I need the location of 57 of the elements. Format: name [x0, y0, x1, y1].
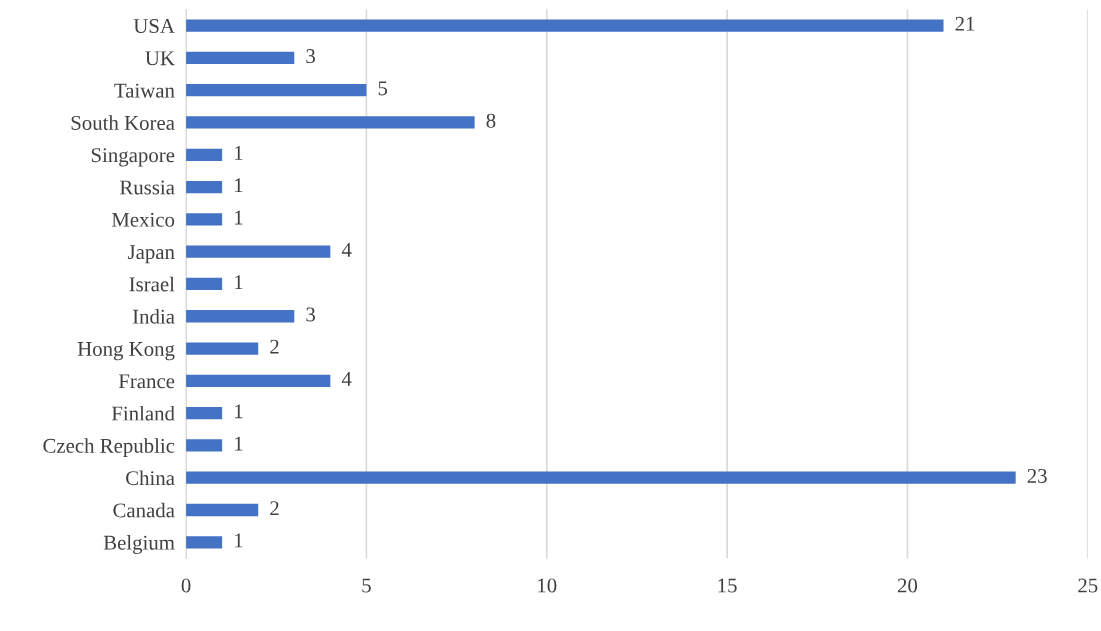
y-tick-label: France [118, 374, 175, 389]
bar [186, 84, 367, 97]
y-tick-label: Singapore [91, 148, 175, 167]
data-label: 3 [306, 307, 315, 322]
data-label: 1 [235, 533, 243, 548]
bar [186, 471, 1016, 484]
data-label: 1 [235, 210, 243, 225]
y-tick-label: Finland [111, 405, 175, 421]
data-label: 1 [235, 275, 243, 289]
x-tick-label: 0 [181, 578, 191, 593]
data-label: 1 [235, 146, 243, 160]
data-label: 1 [235, 404, 243, 419]
data-label: 5 [378, 81, 388, 96]
x-tick-label: 25 [1078, 578, 1098, 593]
x-tick-label: 10 [538, 578, 557, 593]
y-tick-label: Japan [127, 245, 175, 264]
y-tick-label: Canada [113, 502, 175, 518]
y-tick-label: South Korea [71, 115, 175, 130]
y-tick-label: Russia [119, 180, 175, 195]
data-label: 8 [486, 113, 496, 128]
data-label: 23 [1027, 468, 1047, 483]
bar [186, 536, 223, 549]
y-tick-label: India [132, 309, 175, 324]
bar [186, 148, 223, 161]
bar [186, 277, 223, 291]
bar [186, 116, 475, 129]
bar [186, 19, 944, 32]
y-tick-label: Taiwan [114, 83, 175, 98]
bar [186, 51, 295, 65]
bar [186, 342, 259, 355]
y-tick-label: Israel [129, 276, 175, 292]
data-label: 4 [341, 372, 352, 386]
y-tick-label: China [126, 470, 175, 486]
bar [186, 180, 223, 194]
data-label: 2 [270, 501, 279, 516]
bar [186, 310, 295, 323]
data-label: 3 [306, 49, 315, 64]
data-label: 21 [955, 16, 975, 31]
bar [186, 406, 223, 420]
y-tick-label: USA [133, 19, 175, 34]
data-label: 4 [341, 242, 352, 257]
bar [186, 503, 259, 517]
y-tick-label: Hong Kong [77, 342, 175, 361]
data-label: 1 [235, 436, 243, 451]
bar [186, 245, 331, 258]
y-tick-label: Belgium [103, 535, 175, 555]
bar [186, 213, 223, 226]
bar [186, 374, 331, 387]
x-tick-label: 15 [718, 578, 737, 593]
x-tick-label: 5 [362, 578, 371, 593]
data-label: 1 [235, 178, 243, 193]
x-tick-label: 20 [897, 578, 918, 593]
bar [186, 439, 223, 452]
data-label: 2 [270, 339, 279, 354]
y-tick-label: Czech Republic [43, 438, 175, 458]
y-tick-label: Mexico [111, 212, 175, 227]
y-tick-label: UK [145, 51, 175, 66]
